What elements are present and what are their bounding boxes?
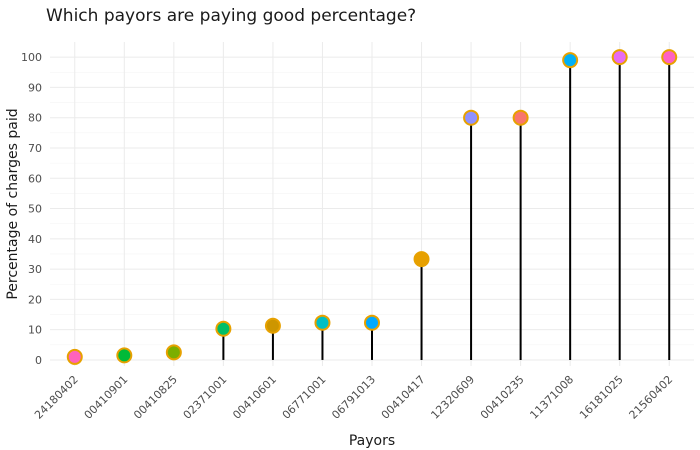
lollipop-point [264, 317, 281, 334]
x-tick-label: 06791013 [329, 373, 378, 422]
y-tick-label: 100 [21, 51, 42, 64]
y-tick-label: 10 [28, 324, 42, 337]
chart-title: Which payors are paying good percentage? [46, 6, 417, 26]
lollipop-point [165, 344, 182, 361]
x-tick-label: 00410417 [379, 373, 428, 422]
y-tick-label: 0 [35, 354, 42, 367]
x-tick-label: 00410901 [82, 373, 131, 422]
y-tick-label: 70 [28, 142, 42, 155]
lollipop-point [314, 314, 331, 331]
lollipop-point [364, 314, 380, 331]
x-tick-label: 16181025 [577, 373, 626, 422]
x-tick-label: 21560402 [627, 373, 676, 422]
x-tick-label: 00410235 [478, 373, 527, 422]
x-tick-label: 02371001 [181, 373, 230, 422]
lollipop-point [215, 320, 232, 337]
y-tick-label: 50 [28, 203, 42, 216]
x-tick-label: 24180402 [32, 373, 81, 422]
y-tick-label: 40 [28, 233, 42, 246]
y-tick-label: 20 [28, 293, 42, 306]
lollipop-point [562, 52, 579, 69]
lollipop-point [611, 49, 628, 66]
lollipop-point [116, 347, 133, 364]
lollipop-point [413, 251, 430, 268]
x-tick-label: 00410601 [230, 373, 279, 422]
x-tick-label: 12320609 [428, 373, 477, 422]
lollipop-point [463, 109, 480, 126]
lollipop-point [512, 109, 529, 126]
x-tick-label: 00410825 [131, 373, 180, 422]
y-tick-label: 80 [28, 112, 42, 125]
x-axis-title: Payors [349, 433, 395, 449]
lollipop-point [66, 348, 83, 365]
y-axis-title: Percentage of charges paid [5, 108, 21, 299]
x-tick-label: 11371008 [527, 373, 576, 422]
y-tick-label: 90 [28, 81, 42, 94]
y-tick-label: 30 [28, 263, 42, 276]
y-tick-label: 60 [28, 172, 42, 185]
lollipop-point [661, 49, 678, 66]
x-tick-label: 06771001 [280, 373, 329, 422]
